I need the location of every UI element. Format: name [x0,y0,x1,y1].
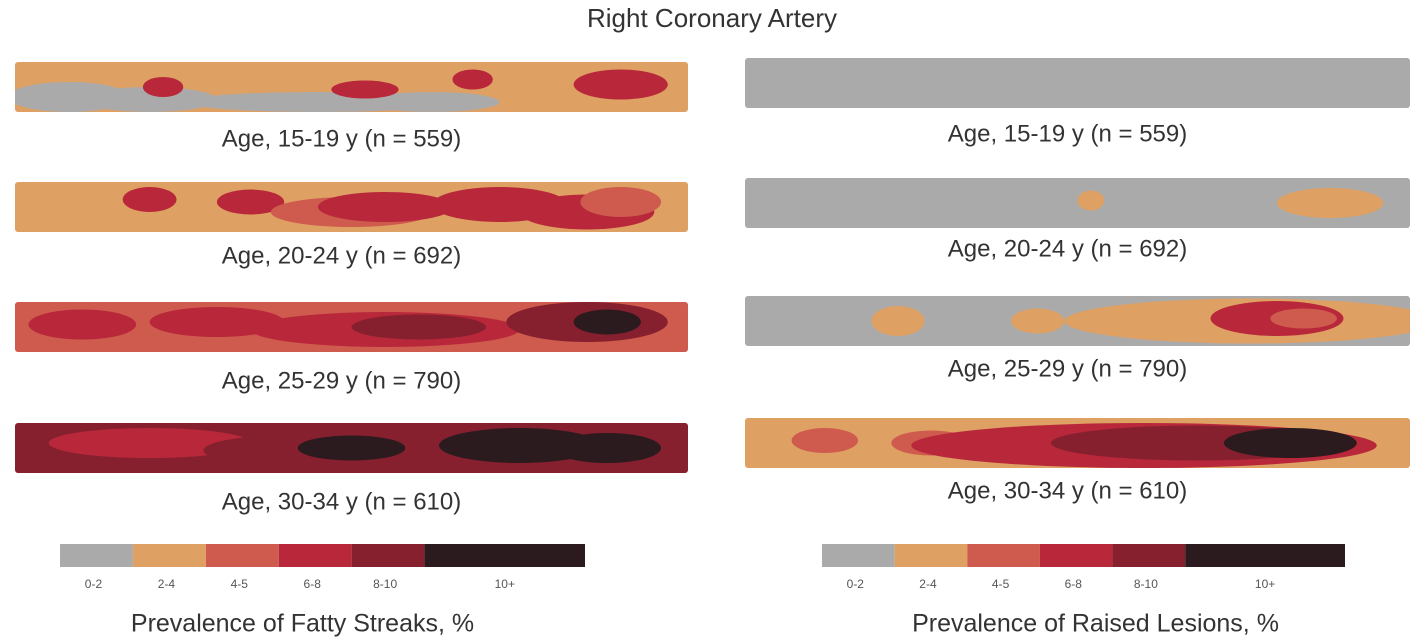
map-region [553,433,661,463]
figure-title: Right Coronary Artery [587,3,837,33]
map-region [352,315,487,340]
map-region [1224,428,1357,458]
map-region [1078,191,1105,211]
map-region [331,81,398,99]
map-body [745,178,1410,228]
map-region [1011,309,1064,334]
artery-map [745,418,1410,468]
legend-label: 2-4 [919,577,937,591]
map-body [745,296,1412,346]
map-body [15,302,688,352]
map-region [1277,188,1383,218]
strip-label: Age, 20-24 y (n = 692) [222,242,461,269]
artery-map [15,182,688,232]
map-region [452,70,492,90]
artery-map [15,302,688,352]
strip-label: Age, 25-29 y (n = 790) [222,367,461,394]
strip-label: Age, 30-34 y (n = 610) [948,477,1187,504]
map-region [123,187,177,212]
legend-swatch [425,544,585,567]
legend-caption: Prevalence of Fatty Streaks, % [131,610,474,638]
legend-swatch [967,544,1040,567]
map-region [298,436,406,461]
legend-swatch [1040,544,1113,567]
map-region [28,310,136,340]
legend-label: 6-8 [304,577,322,591]
legend-swatch [60,544,133,567]
legend-label: 4-5 [231,577,249,591]
map-body [15,182,688,232]
map-region [574,70,668,100]
map-region [580,187,661,217]
legend-swatch [352,544,425,567]
strip-label: Age, 15-19 y (n = 559) [222,125,461,152]
legend-swatch [1185,544,1345,567]
legend-swatch [895,544,968,567]
map-body [15,423,688,473]
legend-caption: Prevalence of Raised Lesions, % [912,610,1279,638]
legend-label: 8-10 [1134,577,1158,591]
figure: Right Coronary Artery Age, 15-19 y (n = … [0,0,1412,641]
map-region [871,306,924,336]
legend-label: 6-8 [1065,577,1083,591]
legend-label: 10+ [1255,577,1275,591]
strip-label: Age, 20-24 y (n = 692) [948,235,1187,262]
legend-swatch [279,544,352,567]
legend-swatch [822,544,895,567]
legend-label: 4-5 [992,577,1010,591]
map-region [1270,309,1337,329]
map-body [8,62,688,112]
legend-swatch [206,544,279,567]
legend-label: 10+ [495,577,515,591]
map-region [318,192,453,222]
map-region [574,310,641,335]
map-region [143,77,183,97]
artery-map [15,423,688,473]
legend-label: 0-2 [847,577,865,591]
map-base [745,58,1410,108]
legend-swatch [133,544,206,567]
legend-label: 0-2 [85,577,103,591]
strip-label: Age, 15-19 y (n = 559) [948,120,1187,147]
artery-map [745,296,1412,346]
legend-label: 8-10 [373,577,397,591]
legend-swatch [1113,544,1186,567]
legend-label: 2-4 [158,577,176,591]
strip-label: Age, 30-34 y (n = 610) [222,488,461,515]
map-body [745,418,1410,468]
artery-map [745,178,1410,228]
map-region [792,428,859,453]
artery-map [745,58,1410,108]
artery-map [8,62,688,112]
map-body [745,58,1410,108]
strip-label: Age, 25-29 y (n = 790) [948,355,1187,382]
